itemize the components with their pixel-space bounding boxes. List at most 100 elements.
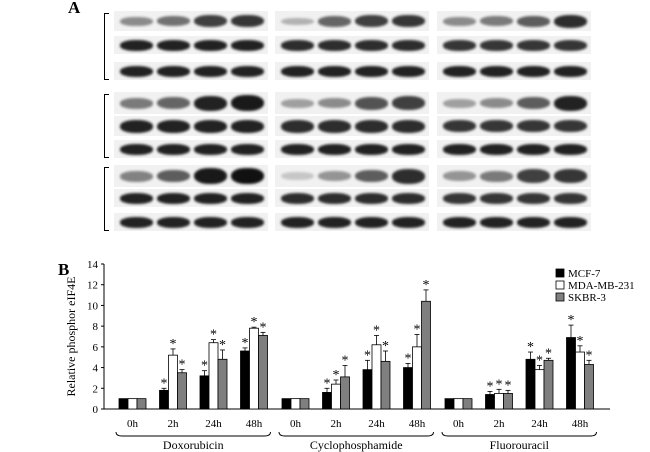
bar [534, 369, 545, 410]
bar [421, 300, 431, 410]
bar [159, 389, 169, 410]
blot-band [554, 169, 587, 183]
blot-strip [275, 189, 429, 207]
drug-bracket [104, 167, 109, 231]
blot-strip [275, 116, 429, 136]
bar [290, 398, 301, 410]
blot-band [480, 144, 513, 155]
blot-band [194, 40, 227, 51]
x-tick-label: 24h [205, 418, 222, 430]
blot-band [231, 120, 264, 133]
bar [340, 376, 350, 410]
blot-band [392, 96, 425, 110]
bar [118, 398, 129, 410]
x-tick-label: 0h [453, 418, 465, 430]
y-tick-label: 2 [93, 383, 99, 395]
blot-band [157, 217, 190, 228]
bar [485, 394, 495, 410]
blot-band [554, 144, 587, 155]
blot-band [194, 144, 227, 155]
significance-marker: * [505, 378, 512, 393]
blot-band [194, 217, 227, 228]
blot-band [318, 193, 351, 204]
blot-band [318, 66, 351, 77]
bar [403, 367, 413, 410]
blot-band [443, 217, 476, 228]
y-tick-label: 12 [87, 280, 98, 292]
blot-band [318, 40, 351, 51]
blot-band [517, 16, 550, 27]
blot-band [355, 120, 388, 133]
y-tick-label: 14 [87, 259, 99, 271]
blot-band [480, 193, 513, 204]
bar [362, 369, 373, 410]
blot-band [120, 120, 153, 133]
blot-band [480, 217, 513, 228]
blot-band [231, 168, 264, 184]
group-bracket [441, 431, 597, 437]
bar [258, 335, 268, 410]
blot-band [355, 40, 388, 51]
bar [322, 392, 332, 410]
significance-marker: * [586, 348, 593, 363]
significance-marker: * [405, 351, 412, 366]
blot-band [443, 193, 476, 204]
x-tick-label: 0h [290, 418, 302, 430]
blot-band [194, 15, 227, 27]
bar [575, 351, 585, 410]
group-label: Fluorouracil [490, 438, 550, 452]
blot-strip [114, 116, 268, 136]
blot-band [231, 40, 264, 51]
blot-band [231, 193, 264, 204]
blot-band [517, 120, 550, 132]
x-tick-label: 2h [331, 418, 343, 430]
drug-bracket [104, 13, 109, 80]
blot-band [318, 217, 351, 228]
blot-band [281, 144, 314, 155]
significance-marker: * [161, 376, 168, 391]
legend-label: MCF-7 [568, 268, 601, 280]
significance-marker: * [536, 354, 543, 369]
blot-band [194, 96, 227, 111]
significance-marker: * [423, 278, 430, 293]
blot-strip [437, 62, 591, 80]
bar [462, 398, 473, 410]
blot-band [355, 97, 388, 110]
blot-band [517, 40, 550, 51]
significance-marker: * [527, 340, 534, 355]
bar [208, 342, 219, 410]
blot-band [281, 172, 314, 180]
x-tick-label: 2h [168, 418, 180, 430]
blot-band [120, 193, 153, 204]
blot-strip [114, 92, 268, 114]
bar [543, 359, 554, 410]
group-bracket [115, 431, 271, 437]
blot-band [392, 120, 425, 133]
bar [525, 358, 536, 410]
blot-band [194, 120, 227, 133]
significance-marker: * [577, 334, 584, 349]
x-tick-label: 0h [127, 418, 139, 430]
blot-band [355, 66, 388, 77]
blot-band [355, 217, 388, 228]
blot-band [355, 193, 388, 204]
blot-band [120, 66, 153, 77]
blot-band [281, 40, 314, 51]
blot-band [194, 168, 227, 184]
blot-band [355, 170, 388, 182]
blot-band [157, 66, 190, 77]
blot-band [517, 97, 550, 109]
blot-band [554, 96, 587, 111]
blot-band [231, 15, 264, 27]
blot-strip [437, 189, 591, 207]
blot-strip [275, 62, 429, 80]
blot-band [157, 40, 190, 51]
blot-band [318, 98, 351, 108]
bar [127, 398, 138, 410]
blot-band [392, 169, 425, 184]
significance-marker: * [373, 323, 380, 338]
blot-strip [275, 36, 429, 54]
legend-swatch [555, 280, 565, 290]
blot-band [281, 120, 314, 133]
blot-strip [114, 213, 268, 231]
